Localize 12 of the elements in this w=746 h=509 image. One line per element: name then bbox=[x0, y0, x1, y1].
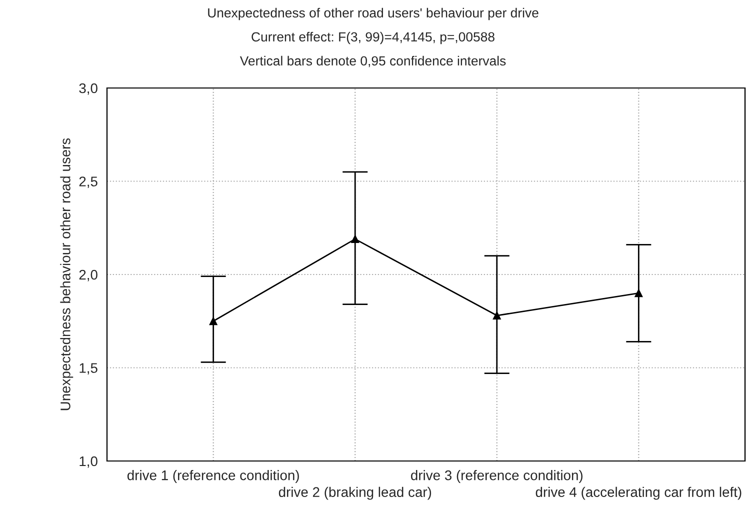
chart-subtitle: Current effect: F(3, 99)=4,4145, p=,00588 Vertical bars denote 0,95 confidence intervals bbox=[240, 32, 506, 68]
y-axis-title: Unexpectedness behaviour other road users bbox=[60, 138, 74, 410]
x-tick-label: drive 3 (reference condition) bbox=[411, 470, 582, 483]
y-tick-label: 1,5 bbox=[80, 363, 98, 375]
chart-title: Unexpectedness of other road users' behaviour per drive bbox=[208, 8, 538, 20]
x-tick-label: drive 1 (reference condition) bbox=[127, 470, 299, 483]
x-tick-label: drive 2 (braking lead car) bbox=[278, 486, 432, 500]
y-tick-label: 2,0 bbox=[79, 270, 98, 282]
x-tick-label: drive 4 (accelerating car from left) bbox=[536, 486, 742, 500]
y-tick-label: 3,0 bbox=[79, 83, 98, 95]
y-tick-label: 1,0 bbox=[80, 456, 98, 468]
y-tick-label: 2,5 bbox=[79, 176, 98, 188]
